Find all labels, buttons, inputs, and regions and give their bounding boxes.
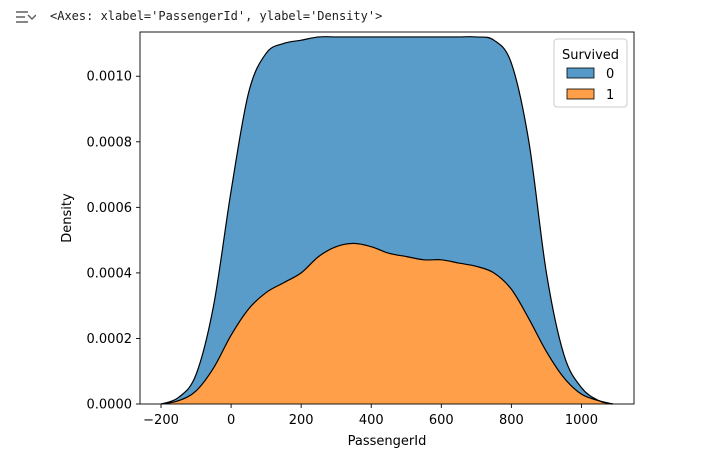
y-tick-label: 0.0000 xyxy=(87,398,133,413)
x-tick-label: 800 xyxy=(499,413,524,428)
cell-output-header: <Axes: xlabel='PassengerId', ylabel='Den… xyxy=(0,0,713,30)
chart-axes xyxy=(139,31,635,405)
y-ticks: 0.0000 0.0002 0.0004 0.0006 0.0008 0.0010 xyxy=(87,70,140,413)
legend-title: Survived xyxy=(562,48,619,63)
legend-swatch-1 xyxy=(566,88,595,100)
plot-frame xyxy=(139,31,635,405)
legend: Survived 0 1 xyxy=(553,38,628,108)
line-survived-1 xyxy=(160,242,614,405)
x-tick-label: −200 xyxy=(143,413,179,428)
y-axis-label: Density xyxy=(60,193,75,243)
legend-label-1: 1 xyxy=(606,88,614,103)
x-tick-label: 1000 xyxy=(565,413,598,428)
chart-areas xyxy=(160,36,614,405)
legend-swatch-0 xyxy=(566,67,595,79)
x-tick-label: 600 xyxy=(429,413,454,428)
y-tick-label: 0.0006 xyxy=(87,201,133,216)
y-tick-label: 0.0004 xyxy=(87,266,133,281)
x-tick-label: 400 xyxy=(359,413,384,428)
legend-label-0: 0 xyxy=(606,67,614,82)
y-tick-label: 0.0002 xyxy=(87,332,133,347)
line-survived-0 xyxy=(160,36,614,405)
x-tick-label: 200 xyxy=(289,413,314,428)
y-tick-label: 0.0010 xyxy=(87,70,133,85)
output-toggle-icon[interactable] xyxy=(14,8,36,26)
x-tick-label: 0 xyxy=(227,413,235,428)
area-survived-1 xyxy=(161,243,613,404)
x-ticks: −200 0 200 400 600 800 1000 xyxy=(143,404,598,428)
y-tick-label: 0.0008 xyxy=(87,135,133,150)
output-repr-text: <Axes: xlabel='PassengerId', ylabel='Den… xyxy=(50,9,383,23)
x-axis-label: PassengerId xyxy=(348,434,427,449)
